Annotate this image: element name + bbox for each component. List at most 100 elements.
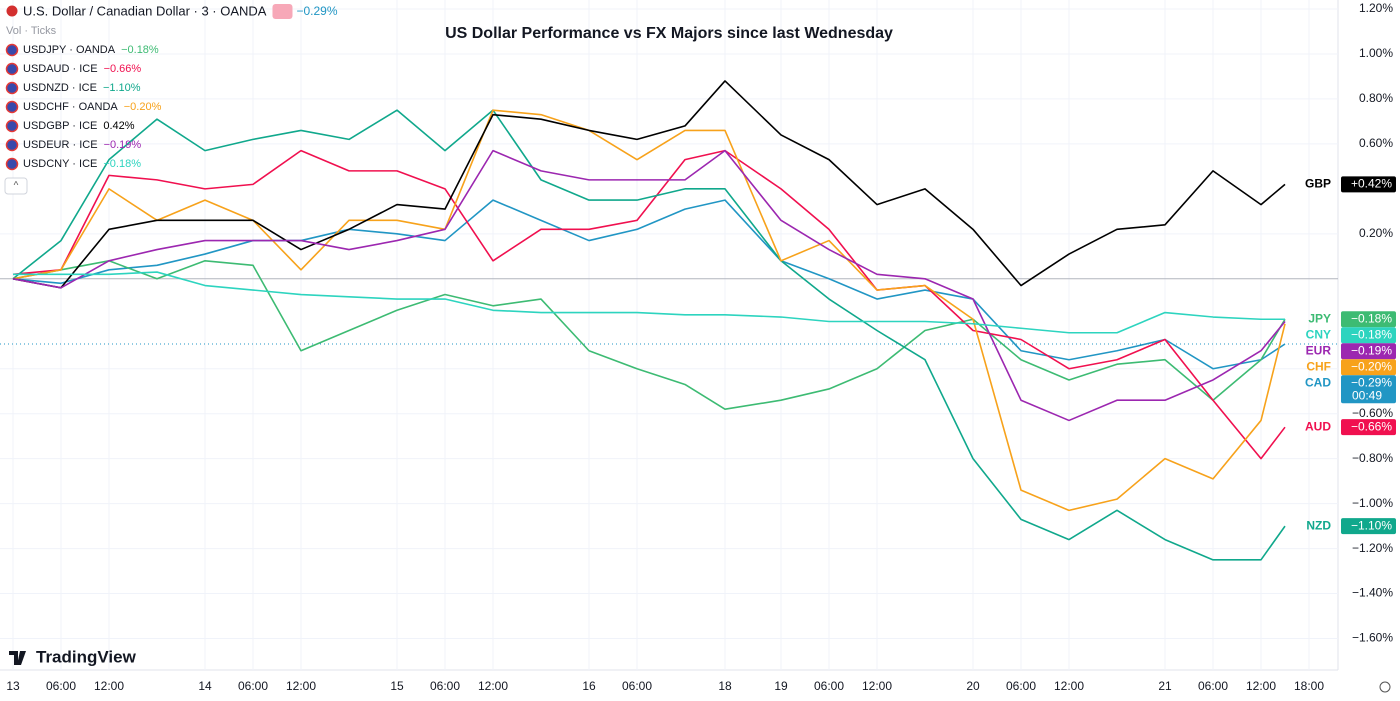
legend-change: −0.18% bbox=[103, 158, 141, 170]
legend-change: −0.20% bbox=[124, 101, 162, 113]
x-tick-label: 06:00 bbox=[238, 679, 268, 693]
series-end-label: NZD bbox=[1306, 518, 1331, 532]
legend-name: USDEUR · ICE bbox=[23, 139, 98, 151]
legend-name: USDAUD · ICE bbox=[23, 63, 98, 75]
brand: TradingView bbox=[36, 647, 137, 666]
series-line bbox=[13, 271, 1285, 334]
series-line bbox=[12, 199, 1286, 370]
x-tick-label: 16 bbox=[582, 679, 596, 693]
series-end-label: EUR bbox=[1306, 343, 1332, 357]
series-line bbox=[12, 149, 1286, 460]
series-line bbox=[12, 109, 1286, 512]
x-tick-label: 20 bbox=[966, 679, 980, 693]
x-tick-label: 12:00 bbox=[862, 679, 892, 693]
series-end-label: CHF bbox=[1306, 359, 1331, 373]
lines bbox=[12, 80, 1286, 561]
symbol-icon bbox=[6, 5, 18, 17]
price-badge bbox=[1341, 343, 1396, 360]
series-end-label: CAD bbox=[1305, 375, 1331, 389]
series-line bbox=[12, 80, 1286, 289]
y-tick-label: 0.60% bbox=[1359, 136, 1393, 150]
symbol-flag bbox=[272, 4, 293, 19]
y-tick-label: −1.20% bbox=[1352, 541, 1393, 555]
y-tick-label: 1.20% bbox=[1359, 1, 1393, 15]
price-badge bbox=[1341, 359, 1396, 376]
price-badge bbox=[1341, 176, 1396, 193]
x-tick-label: 12:00 bbox=[94, 679, 124, 693]
price-badge-label: −1.10% bbox=[1351, 518, 1392, 532]
y-tick-label: −0.80% bbox=[1352, 451, 1393, 465]
price-badge-label: +0.42% bbox=[1351, 177, 1392, 191]
legend-change: −0.19% bbox=[104, 139, 142, 151]
x-tick-label: 18 bbox=[718, 679, 732, 693]
x-tick-label: 06:00 bbox=[814, 679, 844, 693]
y-tick-label: 0.20% bbox=[1359, 226, 1393, 240]
x-tick-label: 19 bbox=[774, 679, 788, 693]
symbol-change: −0.29% bbox=[296, 4, 337, 18]
x-tick-label: 14 bbox=[198, 679, 212, 693]
legend-change: −0.18% bbox=[121, 44, 159, 56]
legend-name: USDCHF · OANDA bbox=[23, 101, 118, 113]
series-line bbox=[12, 109, 1286, 561]
y-tick-label: 1.00% bbox=[1359, 46, 1393, 60]
legend-icon bbox=[5, 157, 19, 171]
series-end-label: JPY bbox=[1308, 311, 1331, 325]
chart-title: US Dollar Performance vs FX Majors since… bbox=[445, 25, 893, 42]
legend-name: USDJPY · OANDA bbox=[23, 44, 116, 56]
x-tick-label: 06:00 bbox=[622, 679, 652, 693]
price-badge-label: −0.18% bbox=[1351, 327, 1392, 341]
brand-logo bbox=[9, 651, 26, 665]
price-badge-label: −0.66% bbox=[1351, 419, 1392, 433]
x-tick-label: 15 bbox=[390, 679, 404, 693]
series-line bbox=[12, 149, 1286, 422]
price-badge-sublabel: 00:49 bbox=[1352, 388, 1382, 402]
legend-name: USDCNY · ICE bbox=[23, 158, 97, 170]
symbol-name: U.S. Dollar / Canadian Dollar · 3 · OAND… bbox=[23, 3, 267, 18]
series-line bbox=[12, 260, 1286, 410]
legend-change: −1.10% bbox=[103, 82, 141, 94]
legend-name: USDGBP · ICE bbox=[23, 120, 97, 132]
indicator-label: Vol · Ticks bbox=[6, 25, 57, 37]
x-tick-label: 13 bbox=[6, 679, 20, 693]
x-tick-label: 06:00 bbox=[46, 679, 76, 693]
x-tick-label: 06:00 bbox=[1198, 679, 1228, 693]
legend-icon bbox=[5, 81, 19, 95]
series-end-label: GBP bbox=[1305, 177, 1331, 191]
y-tick-label: −1.40% bbox=[1352, 586, 1393, 600]
x-tick-label: 18:00 bbox=[1294, 679, 1324, 693]
legend: USDJPY · OANDA −0.18% USDAUD · ICE −0.66% US… bbox=[5, 43, 162, 171]
legend-icon bbox=[5, 119, 19, 133]
legend-change: 0.42% bbox=[103, 120, 134, 132]
x-tick-label: 12:00 bbox=[1054, 679, 1084, 693]
legend-icon bbox=[5, 62, 19, 76]
y-tick-label: 0.80% bbox=[1359, 91, 1393, 105]
collapse-icon[interactable]: ^ bbox=[14, 181, 19, 192]
price-badge bbox=[1341, 518, 1396, 535]
collapse-button[interactable] bbox=[4, 177, 28, 195]
grid bbox=[0, 0, 1338, 670]
price-badge-label: −0.20% bbox=[1351, 359, 1392, 373]
price-badge bbox=[1341, 311, 1396, 328]
y-tick-label: −1.60% bbox=[1352, 631, 1393, 645]
price-badge-label: −0.19% bbox=[1351, 343, 1392, 357]
settings-icon[interactable] bbox=[1379, 681, 1391, 693]
price-badge-label: −0.18% bbox=[1351, 311, 1392, 325]
legend-name: USDNZD · ICE bbox=[23, 82, 97, 94]
x-tick-label: 12:00 bbox=[478, 679, 508, 693]
series-end-label: AUD bbox=[1305, 419, 1331, 433]
price-badge bbox=[1341, 419, 1396, 436]
legend-icon bbox=[5, 138, 19, 152]
price-badge bbox=[1341, 375, 1396, 404]
x-tick-label: 12:00 bbox=[286, 679, 316, 693]
x-tick-label: 06:00 bbox=[430, 679, 460, 693]
legend-change: −0.66% bbox=[104, 63, 142, 75]
series-end-label: CNY bbox=[1306, 327, 1331, 341]
x-tick-label: 06:00 bbox=[1006, 679, 1036, 693]
x-tick-label: 21 bbox=[1158, 679, 1172, 693]
legend-icon bbox=[5, 43, 19, 57]
price-badge bbox=[1341, 327, 1396, 344]
y-tick-label: −1.00% bbox=[1352, 496, 1393, 510]
